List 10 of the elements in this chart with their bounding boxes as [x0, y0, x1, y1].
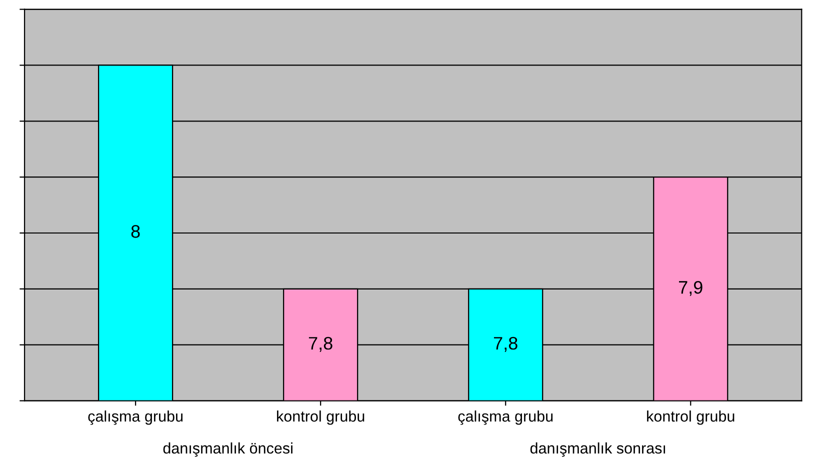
x-tick-label: kontrol grubu [277, 410, 364, 425]
data-label: 7,8 [308, 336, 332, 352]
data-label: 7,9 [679, 280, 702, 296]
text: danışmanlık öncesi [163, 442, 292, 457]
data-label: 7,8 [494, 336, 518, 352]
data-label: 8 [131, 225, 140, 238]
x-tick-label: çalışma grubu [88, 410, 183, 425]
x-tick-label: kontrol grubu [647, 410, 734, 425]
text: danışmanlık sonrası [530, 442, 666, 457]
x-tick-label: çalışma grubu [458, 410, 553, 425]
